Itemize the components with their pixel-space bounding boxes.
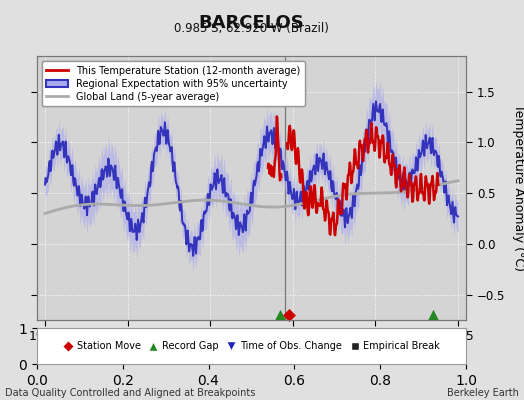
Text: Berkeley Earth: Berkeley Earth xyxy=(447,388,519,398)
Text: BARCELOS: BARCELOS xyxy=(199,14,304,32)
Y-axis label: Temperature Anomaly (°C): Temperature Anomaly (°C) xyxy=(511,104,524,272)
Text: 0.985 S, 62.920 W (Brazil): 0.985 S, 62.920 W (Brazil) xyxy=(174,22,329,35)
Legend: Station Move, Record Gap, Time of Obs. Change, Empirical Break: Station Move, Record Gap, Time of Obs. C… xyxy=(60,338,443,354)
Text: Data Quality Controlled and Aligned at Breakpoints: Data Quality Controlled and Aligned at B… xyxy=(5,388,256,398)
Legend: This Temperature Station (12-month average), Regional Expectation with 95% uncer: This Temperature Station (12-month avera… xyxy=(41,61,304,106)
